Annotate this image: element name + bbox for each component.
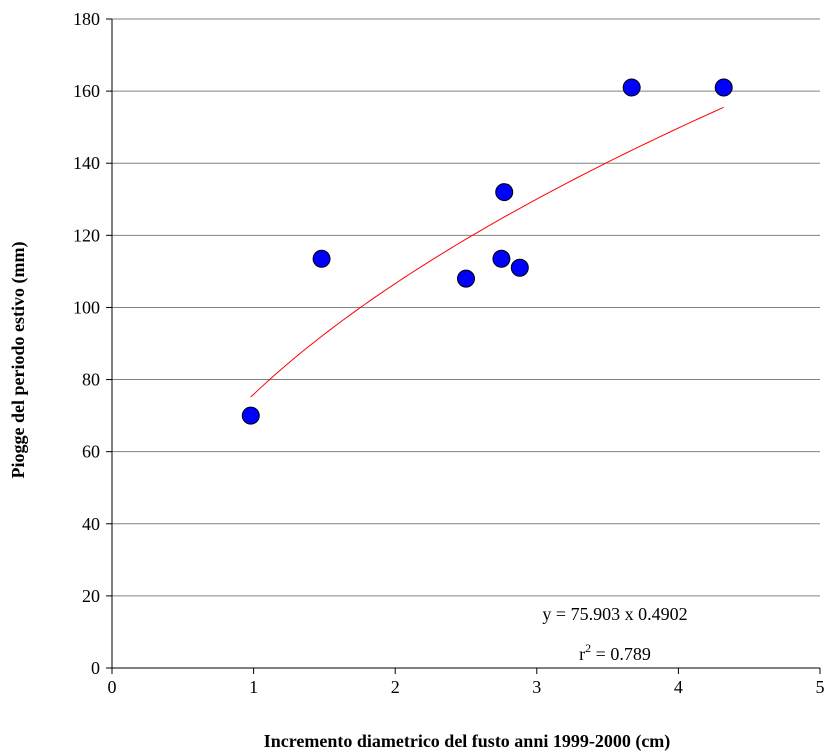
trendline-layer <box>250 106 724 398</box>
y-tick-label: 20 <box>82 586 100 606</box>
x-tick-label: 4 <box>674 677 683 697</box>
y-tick-label: 80 <box>82 370 100 390</box>
data-point <box>622 78 641 97</box>
data-point <box>492 249 511 268</box>
trendline-equation: y = 75.903 x 0.4902 <box>542 604 687 624</box>
y-tick-label: 60 <box>82 442 100 462</box>
data-point <box>495 183 514 202</box>
tick-labels: 0 20 40 60 80 100 120 140 160 180 0 1 2 3 4 5 <box>73 9 825 697</box>
data-point <box>241 406 260 425</box>
y-axis-title: Piogge del periodo estivo (mm) <box>8 242 29 479</box>
y-tick-label: 140 <box>73 153 100 173</box>
y-tick-label: 100 <box>73 297 100 317</box>
data-point <box>510 258 529 277</box>
data-point <box>457 269 475 288</box>
y-tick-label: 160 <box>73 81 100 101</box>
x-tick-label: 0 <box>108 677 117 697</box>
axes <box>106 18 821 674</box>
r-squared-label: r2 = 0.789 <box>579 641 651 664</box>
y-tick-label: 40 <box>82 514 100 534</box>
trendline <box>250 106 724 398</box>
x-axis-title: Incremento diametrico del fusto anni 199… <box>264 731 671 752</box>
x-tick-label: 3 <box>532 677 541 697</box>
x-tick-label: 5 <box>816 677 825 697</box>
x-tick-label: 2 <box>391 677 400 697</box>
y-tick-label: 120 <box>73 225 100 245</box>
data-point <box>312 249 331 268</box>
gridlines <box>112 18 820 597</box>
data-points <box>241 78 733 425</box>
y-tick-label: 0 <box>91 658 100 678</box>
data-point <box>714 78 733 97</box>
y-tick-label: 180 <box>73 9 100 29</box>
x-tick-label: 1 <box>249 677 258 697</box>
